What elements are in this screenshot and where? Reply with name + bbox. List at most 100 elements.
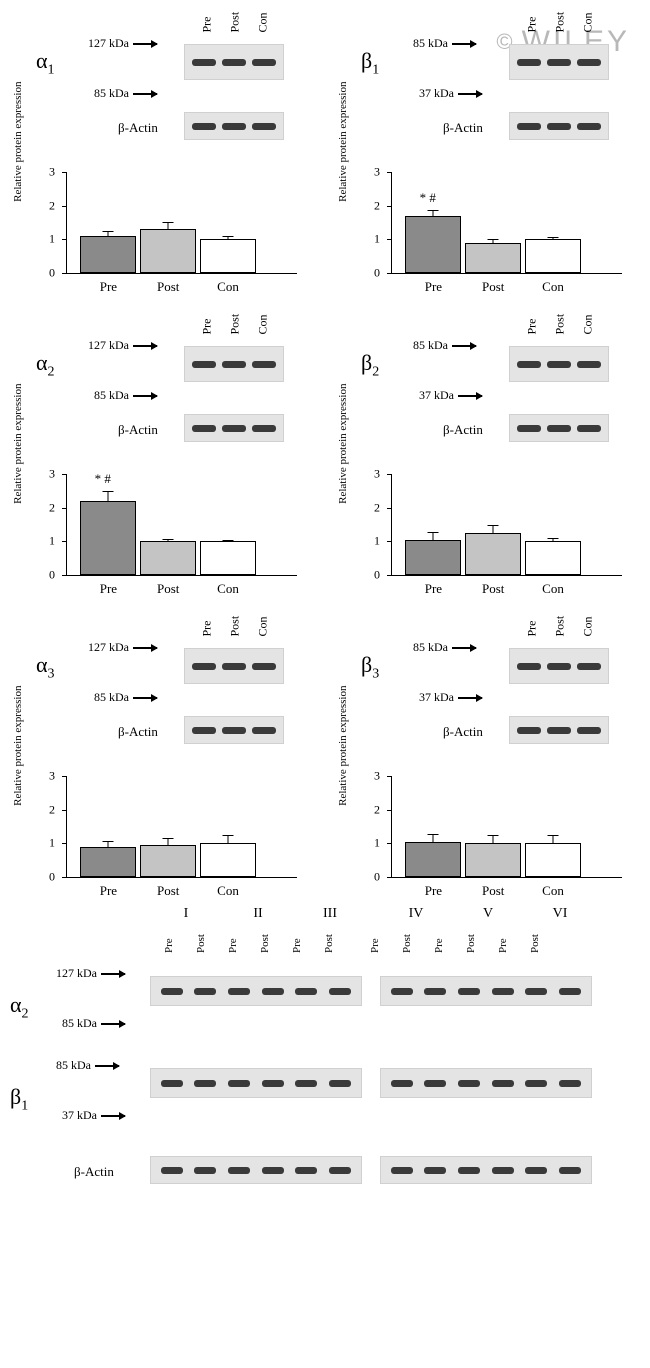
plot-area: 0123Pre* #PostCon: [66, 474, 297, 576]
kda-marker-bot: 85 kDa: [94, 86, 157, 101]
x-tick-label: Post: [157, 883, 179, 899]
bar-chart: Relative protein expression0123PrePostCo…: [351, 464, 642, 604]
western-blot-main: [509, 44, 609, 80]
bar-post: [140, 845, 196, 877]
significance-marker: * #: [420, 190, 436, 206]
bar-pre: [80, 236, 136, 273]
bar-con: [525, 843, 581, 877]
x-tick-label: Post: [157, 581, 179, 597]
western-blot-main: [509, 346, 609, 382]
significance-marker: * #: [95, 471, 111, 487]
x-tick-label: Post: [482, 279, 504, 295]
panel-label: β3: [361, 652, 379, 682]
kda-marker-top: 127 kDa: [88, 36, 157, 51]
western-blot-actin: [509, 414, 609, 442]
y-tick-label: 2: [374, 500, 380, 515]
x-tick-label: Pre: [100, 279, 117, 295]
y-tick-label: 0: [49, 870, 55, 885]
bar-con: [200, 843, 256, 877]
bar-con: [525, 239, 581, 273]
pre-post-labels: PrePostPrePostPrePostPrePostPrePostPrePo…: [162, 940, 560, 952]
bar-post: [465, 243, 521, 273]
y-tick-label: 2: [374, 802, 380, 817]
actin-label: β-Actin: [118, 120, 158, 136]
y-tick-label: 2: [49, 198, 55, 213]
kda-marker-bot: 85 kDa: [94, 388, 157, 403]
y-tick-label: 0: [374, 870, 380, 885]
plot-area: 0123PrePostCon: [391, 776, 622, 878]
x-tick-label: Con: [542, 883, 564, 899]
y-tick-label: 2: [374, 198, 380, 213]
lane-labels: PrePostCon: [200, 320, 270, 335]
y-tick-label: 1: [49, 836, 55, 851]
western-blot-main: [184, 44, 284, 80]
bar-pre: [405, 842, 461, 877]
y-axis-label: Relative protein expression: [337, 686, 349, 806]
bar-post: [465, 533, 521, 575]
y-tick-label: 2: [49, 802, 55, 817]
x-tick-label: Con: [217, 279, 239, 295]
long-blot-actin: [150, 1156, 362, 1184]
lane-labels: PrePostCon: [525, 320, 595, 335]
kda-marker-top: 85 kDa: [413, 36, 476, 51]
western-blot-main: [509, 648, 609, 684]
bar-chart: Relative protein expression0123PrePostCo…: [26, 766, 317, 906]
x-tick-label: Post: [482, 581, 504, 597]
bar-chart: Relative protein expression0123PrePostCo…: [351, 766, 642, 906]
y-tick-label: 3: [49, 467, 55, 482]
western-blot-actin: [184, 112, 284, 140]
panel-a3: α3127 kDa85 kDaPrePostConβ-ActinRelative…: [0, 604, 325, 906]
bar-con: [525, 541, 581, 575]
bar-pre: [80, 501, 136, 575]
bar-pre: [80, 847, 136, 877]
y-tick-label: 0: [374, 568, 380, 583]
x-tick-label: Post: [157, 279, 179, 295]
plot-area: 0123PrePostCon: [391, 474, 622, 576]
x-tick-label: Post: [482, 883, 504, 899]
plot-area: 0123PrePostCon: [66, 172, 297, 274]
panel-b2: β285 kDa37 kDaPrePostConβ-ActinRelative …: [325, 302, 650, 604]
row-label: β1: [10, 1084, 28, 1114]
x-tick-label: Con: [542, 279, 564, 295]
kda-marker: 85 kDa: [62, 1016, 125, 1031]
bar-post: [140, 541, 196, 575]
y-axis-label: Relative protein expression: [337, 384, 349, 504]
panel-b1: β185 kDa37 kDaPrePostConβ-ActinRelative …: [325, 0, 650, 302]
kda-marker-bot: 85 kDa: [94, 690, 157, 705]
long-blot-0: [150, 976, 362, 1006]
long-blot-1: [150, 1068, 362, 1098]
western-blot-actin: [509, 716, 609, 744]
western-blot-actin: [184, 414, 284, 442]
x-tick-label: Pre: [100, 883, 117, 899]
y-tick-label: 1: [49, 232, 55, 247]
roman-labels: IIIIIIIVVVI: [150, 906, 596, 922]
bar-chart: Relative protein expression0123PrePostCo…: [26, 162, 317, 302]
bar-pre: [405, 216, 461, 273]
y-tick-label: 1: [374, 534, 380, 549]
panel-a1: α1127 kDa85 kDaPrePostConβ-ActinRelative…: [0, 0, 325, 302]
y-axis-label: Relative protein expression: [337, 82, 349, 202]
kda-marker-bot: 37 kDa: [419, 388, 482, 403]
panel-label: α2: [36, 350, 55, 380]
y-tick-label: 0: [49, 266, 55, 281]
x-tick-label: Con: [542, 581, 564, 597]
panel-label: β1: [361, 48, 379, 78]
y-axis-label: Relative protein expression: [12, 384, 24, 504]
bar-chart: Relative protein expression0123Pre* #Pos…: [351, 162, 642, 302]
kda-marker-top: 85 kDa: [413, 338, 476, 353]
x-tick-label: Pre: [425, 581, 442, 597]
y-tick-label: 2: [49, 500, 55, 515]
actin-label: β-Actin: [443, 724, 483, 740]
long-blot-0: [380, 976, 592, 1006]
y-tick-label: 0: [374, 266, 380, 281]
actin-label: β-Actin: [118, 422, 158, 438]
kda-marker-top: 85 kDa: [413, 640, 476, 655]
actin-label: β-Actin: [118, 724, 158, 740]
row-label: α2: [10, 992, 29, 1022]
long-blot-1: [380, 1068, 592, 1098]
plot-area: 0123Pre* #PostCon: [391, 172, 622, 274]
bar-con: [200, 541, 256, 575]
x-tick-label: Pre: [100, 581, 117, 597]
bar-post: [465, 843, 521, 877]
actin-label: β-Actin: [443, 422, 483, 438]
